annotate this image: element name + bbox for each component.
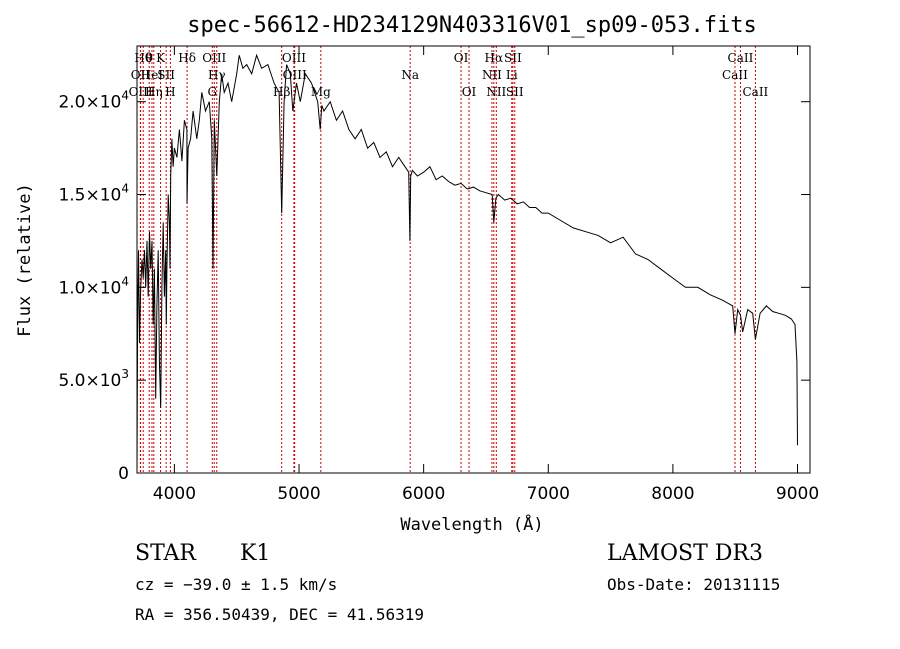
line-marker-label: Li [506, 68, 518, 82]
x-tick-label: 4000 [153, 484, 196, 504]
line-marker-label: NII [486, 85, 506, 99]
x-tick-label: 7000 [527, 484, 570, 504]
line-marker-label: OII [131, 68, 151, 82]
x-tick-label: 6000 [402, 484, 445, 504]
line-marker-label: K [156, 51, 166, 65]
line-marker-label: CaII [722, 68, 748, 82]
flux-series-line [136, 53, 798, 474]
y-axis-ticks: 0 5.0×103 1.0×104 1.5×104 2.0×104 [58, 89, 810, 484]
line-marker-label: Hβ [273, 85, 290, 99]
spectral-line-markers [139, 46, 756, 473]
line-marker-label: Hθ [134, 51, 152, 65]
line-marker-label: OIII [202, 51, 226, 65]
line-marker-label: Hδ [178, 51, 196, 65]
y-tick-label: 0 [118, 464, 129, 484]
x-axis-label: Wavelength (Å) [400, 513, 543, 535]
line-marker-label: NII [482, 68, 502, 82]
y-tick-label: 1.0×104 [58, 274, 129, 298]
line-marker-label: Hη [145, 85, 163, 99]
line-marker-label: HeI [141, 68, 164, 82]
line-marker-label: SII [157, 68, 175, 82]
line-marker-label: Hα [485, 51, 504, 65]
line-marker-label: Mg [311, 85, 331, 99]
line-marker-label: OIII [282, 51, 306, 65]
x-tick-label: 9000 [776, 484, 819, 504]
plot-frame [136, 45, 811, 474]
survey-name: LAMOST DR3 [607, 541, 763, 566]
y-tick-label: 1.5×104 [58, 182, 129, 206]
obs-date: Obs-Date: 20131115 [607, 575, 780, 594]
y-axis-label: Flux (relative) [15, 183, 35, 337]
x-tick-label: 8000 [651, 484, 694, 504]
y-tick-label: 2.0×104 [58, 89, 129, 113]
line-marker-label: θ [146, 51, 153, 65]
y-tick-label: 5.0×103 [58, 367, 129, 391]
object-class: STAR [135, 541, 197, 566]
line-marker-label: G [207, 85, 217, 99]
line-marker-label: Na [401, 68, 419, 82]
line-marker-label: OIII [283, 68, 307, 82]
redshift-cz: cz = −39.0 ± 1.5 km/s [135, 575, 337, 594]
line-marker-label: SII [504, 51, 522, 65]
x-tick-label: 5000 [277, 484, 320, 504]
object-subclass: K1 [240, 541, 270, 566]
x-axis-ticks: 4000 5000 6000 7000 8000 9000 [153, 46, 819, 504]
line-marker-label: CaII [742, 85, 768, 99]
line-marker-label: H [165, 85, 175, 99]
line-marker-label: OI [462, 85, 477, 99]
ra-dec: RA = 356.50439, DEC = 41.56319 [135, 605, 424, 624]
line-marker-label: CaII [728, 51, 754, 65]
line-marker-label: OI [454, 51, 469, 65]
chart-title: spec-56612-HD234129N403316V01_sp09-053.f… [187, 13, 757, 38]
line-marker-label: SII [506, 85, 524, 99]
line-marker-label: OIII [129, 85, 153, 99]
